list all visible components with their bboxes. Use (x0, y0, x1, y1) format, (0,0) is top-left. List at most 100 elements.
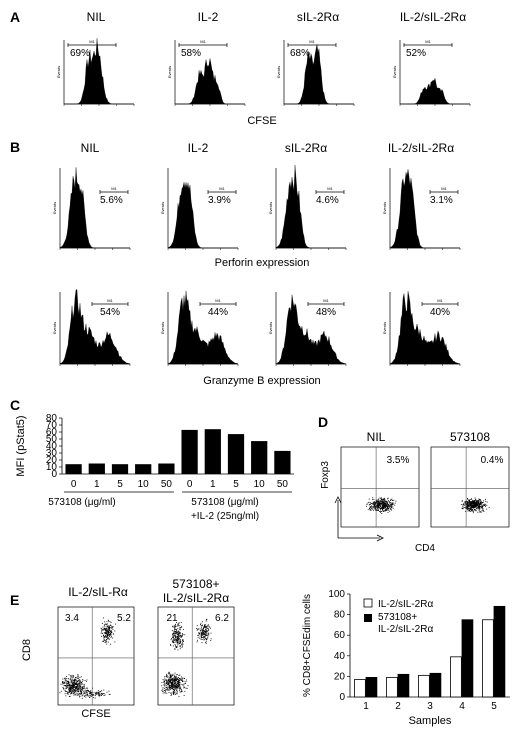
dotplot-event (204, 631, 206, 633)
dotplot-event (174, 676, 175, 678)
dotplot-event (484, 503, 486, 505)
dotplot-event (70, 682, 72, 684)
dotplot-event (389, 510, 391, 512)
dotplot-event (102, 626, 104, 628)
dotplot-event (375, 505, 377, 507)
dotplot-event (201, 638, 203, 640)
dotplot-event (85, 690, 86, 692)
dotplot-event (79, 682, 80, 684)
dotplot-event (73, 685, 75, 687)
dotplot-event (199, 633, 201, 635)
histogram-y-label: Events (56, 66, 61, 78)
dotplot-event (174, 635, 176, 636)
dotplot-event (165, 689, 167, 690)
dotplot-event (172, 675, 174, 676)
dotplot-event (173, 679, 175, 681)
panel-e-legend-1: IL-2/sIL-2Rα (378, 599, 433, 610)
dotplot-event (70, 681, 72, 682)
dotplot-event (390, 506, 392, 507)
dotplot-event (74, 679, 76, 681)
dotplot-event (464, 501, 466, 503)
dotplot-event (73, 687, 75, 689)
dotplot-event (79, 695, 81, 697)
dotplot-event (174, 643, 176, 645)
dotplot-event (175, 679, 176, 681)
dotplot-event (168, 679, 170, 681)
dotplot-event (108, 631, 110, 633)
dotplot-event (167, 684, 169, 685)
dotplot-event (474, 503, 476, 505)
dotplot-event (206, 625, 208, 627)
dotplot-event (79, 686, 81, 687)
dotplot-event (210, 639, 212, 641)
dotplot-event (77, 694, 79, 696)
dotplot-event (69, 690, 71, 692)
dotplot-event (377, 507, 379, 508)
dotplot-event (486, 501, 488, 503)
panel-e-dot2-q2: 6.2 (215, 613, 229, 624)
dotplot-event (201, 641, 203, 643)
dotplot-event (478, 501, 480, 503)
dotplot-event (463, 503, 465, 505)
dotplot-event (76, 686, 77, 688)
panel-e-legend-swatch-open (363, 598, 373, 608)
dotplot-event (106, 634, 108, 636)
dotplot-event (205, 641, 207, 643)
dotplot-event (177, 623, 179, 625)
dotplot-event (164, 680, 166, 682)
dotplot-event (181, 678, 183, 680)
dotplot-event (75, 694, 77, 696)
dotplot-event (373, 501, 375, 503)
dotplot-event (205, 629, 207, 631)
dotplot-event (67, 692, 69, 693)
panel-c-x-tick-label: 1 (94, 479, 100, 490)
dotplot-event (384, 498, 386, 500)
panel-c-y-tick-label: 30 (46, 448, 58, 459)
dotplot-event (184, 683, 186, 685)
dotplot-event (174, 639, 175, 641)
panel-e-legend-swatch-filled (364, 614, 372, 622)
dotplot-event (476, 503, 478, 505)
dotplot-event (74, 692, 76, 694)
dotplot-event (380, 505, 381, 507)
dotplot-event (114, 630, 116, 632)
dotplot-event (384, 501, 385, 503)
dotplot-event (79, 685, 81, 687)
dotplot-event (207, 630, 209, 631)
dotplot-event (171, 684, 173, 686)
dotplot-event (167, 679, 169, 681)
dotplot-event (199, 633, 201, 635)
dotplot-event (178, 686, 179, 688)
dotplot-event (165, 689, 167, 691)
dotplot-event (205, 619, 207, 621)
dotplot-event (468, 509, 470, 511)
dotplot-event (77, 685, 79, 687)
panel-e-dotplot-2: 21 6.2 (157, 606, 235, 706)
dotplot-event (70, 686, 72, 688)
dotplot-event (166, 688, 168, 690)
dotplot-event (176, 679, 178, 681)
dotplot-event (178, 680, 180, 682)
panel-c-y-tick-label: 20 (46, 455, 58, 466)
gate-marker-label: M1 (323, 298, 329, 303)
dotplot-event (67, 686, 68, 688)
dotplot-event (69, 689, 71, 691)
dotplot-event (183, 640, 185, 642)
dotplot-event (74, 688, 76, 690)
dotplot-event (104, 633, 106, 635)
dotplot-event (477, 502, 479, 504)
dotplot-event (173, 692, 175, 694)
dotplot-event (168, 681, 170, 683)
dotplot-event (169, 685, 171, 687)
panel-e-dot2-q1: 21 (166, 613, 178, 624)
dotplot-event (473, 510, 475, 512)
dotplot-event (376, 500, 378, 502)
dotplot-event (93, 694, 95, 696)
dotplot-event (174, 648, 176, 650)
dotplot-event (80, 681, 82, 683)
panel-e-xlabel-samples: Samples (409, 715, 452, 727)
dotplot-event (176, 640, 178, 642)
dotplot-event (476, 502, 478, 504)
